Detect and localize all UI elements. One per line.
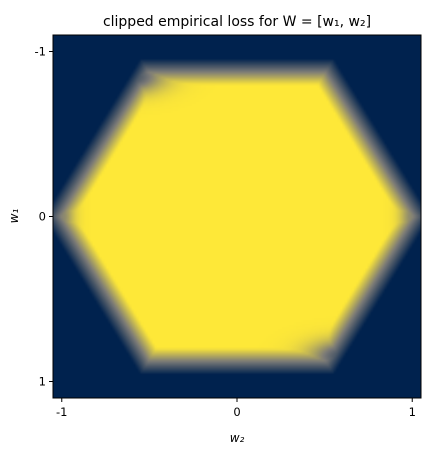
chart-title: clipped empirical loss for W = [w₁, w₂]	[103, 14, 371, 30]
x-tick-label-0: -1	[56, 405, 67, 419]
x-tick-label-1: 0	[233, 405, 240, 419]
y-tick-label-1: 0	[39, 210, 46, 224]
plot-area	[52, 34, 422, 399]
y-tick-label-0: -1	[35, 45, 46, 59]
x-axis-ticks: -1 0 1	[56, 398, 416, 419]
y-axis-ticks: -1 0 1	[35, 45, 53, 389]
heatmap-image	[53, 35, 421, 398]
x-tick-label-2: 1	[409, 405, 416, 419]
y-tick-label-2: 1	[39, 375, 46, 389]
x-axis-label: w₂	[230, 431, 245, 445]
y-axis-label: w₁	[7, 208, 21, 223]
